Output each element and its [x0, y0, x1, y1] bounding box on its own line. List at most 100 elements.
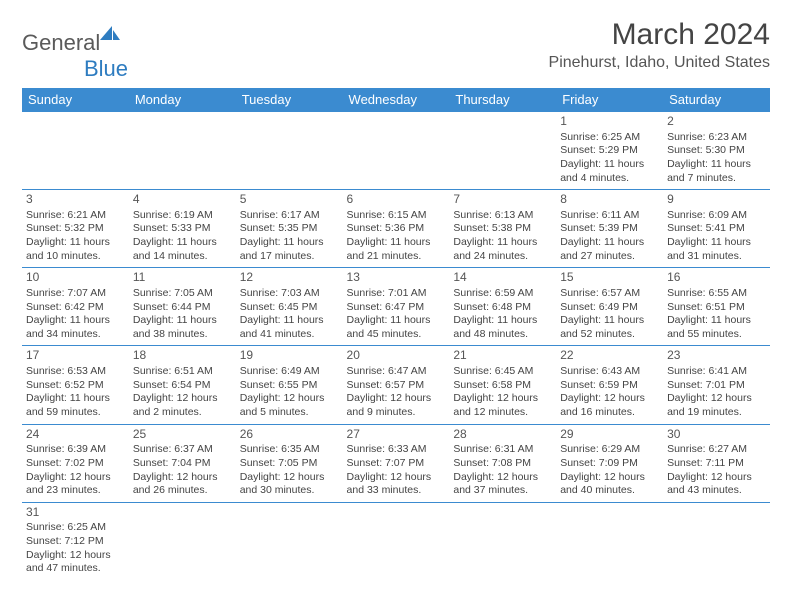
sunrise-text: Sunrise: 7:03 AM: [240, 287, 339, 301]
sunset-text: Sunset: 5:36 PM: [347, 222, 446, 236]
daylight-text: Daylight: 12 hours: [240, 392, 339, 406]
sunset-text: Sunset: 5:39 PM: [560, 222, 659, 236]
day-number: 9: [667, 192, 766, 208]
daylight-text: Daylight: 11 hours: [347, 314, 446, 328]
day-number: 20: [347, 348, 446, 364]
sunset-text: Sunset: 7:04 PM: [133, 457, 232, 471]
calendar-day: 31Sunrise: 6:25 AMSunset: 7:12 PMDayligh…: [22, 502, 129, 580]
sunrise-text: Sunrise: 6:57 AM: [560, 287, 659, 301]
daylight-text: and 37 minutes.: [453, 484, 552, 498]
sunset-text: Sunset: 5:35 PM: [240, 222, 339, 236]
sunrise-text: Sunrise: 6:15 AM: [347, 209, 446, 223]
sunrise-text: Sunrise: 6:27 AM: [667, 443, 766, 457]
day-number: 1: [560, 114, 659, 130]
calendar-empty: [449, 112, 556, 190]
calendar-day: 6Sunrise: 6:15 AMSunset: 5:36 PMDaylight…: [343, 190, 450, 268]
daylight-text: and 30 minutes.: [240, 484, 339, 498]
calendar-day: 26Sunrise: 6:35 AMSunset: 7:05 PMDayligh…: [236, 424, 343, 502]
sunset-text: Sunset: 7:12 PM: [26, 535, 125, 549]
daylight-text: and 14 minutes.: [133, 250, 232, 264]
daylight-text: Daylight: 11 hours: [133, 314, 232, 328]
day-number: 11: [133, 270, 232, 286]
daylight-text: and 16 minutes.: [560, 406, 659, 420]
sunset-text: Sunset: 6:57 PM: [347, 379, 446, 393]
day-number: 6: [347, 192, 446, 208]
calendar-day: 3Sunrise: 6:21 AMSunset: 5:32 PMDaylight…: [22, 190, 129, 268]
day-number: 24: [26, 427, 125, 443]
daylight-text: Daylight: 11 hours: [667, 236, 766, 250]
sunset-text: Sunset: 6:51 PM: [667, 301, 766, 315]
daylight-text: and 40 minutes.: [560, 484, 659, 498]
daylight-text: Daylight: 11 hours: [453, 314, 552, 328]
sunset-text: Sunset: 5:29 PM: [560, 144, 659, 158]
day-number: 29: [560, 427, 659, 443]
daylight-text: Daylight: 11 hours: [240, 236, 339, 250]
day-number: 15: [560, 270, 659, 286]
sunrise-text: Sunrise: 7:07 AM: [26, 287, 125, 301]
daylight-text: and 52 minutes.: [560, 328, 659, 342]
daylight-text: and 21 minutes.: [347, 250, 446, 264]
calendar-day: 30Sunrise: 6:27 AMSunset: 7:11 PMDayligh…: [663, 424, 770, 502]
sunset-text: Sunset: 5:32 PM: [26, 222, 125, 236]
sunset-text: Sunset: 5:33 PM: [133, 222, 232, 236]
calendar-day: 12Sunrise: 7:03 AMSunset: 6:45 PMDayligh…: [236, 268, 343, 346]
daylight-text: and 43 minutes.: [667, 484, 766, 498]
sunrise-text: Sunrise: 6:39 AM: [26, 443, 125, 457]
day-number: 7: [453, 192, 552, 208]
daylight-text: Daylight: 11 hours: [560, 236, 659, 250]
calendar-day: 22Sunrise: 6:43 AMSunset: 6:59 PMDayligh…: [556, 346, 663, 424]
sunrise-text: Sunrise: 6:29 AM: [560, 443, 659, 457]
sunset-text: Sunset: 6:42 PM: [26, 301, 125, 315]
sunset-text: Sunset: 5:30 PM: [667, 144, 766, 158]
weekday-header: Thursday: [449, 88, 556, 112]
daylight-text: Daylight: 12 hours: [133, 392, 232, 406]
logo-text: GeneralBlue: [22, 24, 128, 82]
calendar-day: 8Sunrise: 6:11 AMSunset: 5:39 PMDaylight…: [556, 190, 663, 268]
sunset-text: Sunset: 5:38 PM: [453, 222, 552, 236]
sunrise-text: Sunrise: 6:55 AM: [667, 287, 766, 301]
daylight-text: Daylight: 11 hours: [26, 314, 125, 328]
day-number: 5: [240, 192, 339, 208]
logo-general: General: [22, 30, 100, 55]
calendar-empty: [556, 502, 663, 580]
sunrise-text: Sunrise: 6:17 AM: [240, 209, 339, 223]
sunrise-text: Sunrise: 6:49 AM: [240, 365, 339, 379]
daylight-text: Daylight: 11 hours: [347, 236, 446, 250]
calendar-empty: [236, 502, 343, 580]
calendar-week: 3Sunrise: 6:21 AMSunset: 5:32 PMDaylight…: [22, 190, 770, 268]
weekday-header: Tuesday: [236, 88, 343, 112]
day-number: 4: [133, 192, 232, 208]
calendar-day: 27Sunrise: 6:33 AMSunset: 7:07 PMDayligh…: [343, 424, 450, 502]
sunrise-text: Sunrise: 6:23 AM: [667, 131, 766, 145]
day-number: 2: [667, 114, 766, 130]
calendar-day: 23Sunrise: 6:41 AMSunset: 7:01 PMDayligh…: [663, 346, 770, 424]
daylight-text: Daylight: 12 hours: [26, 471, 125, 485]
sunset-text: Sunset: 7:08 PM: [453, 457, 552, 471]
sunset-text: Sunset: 7:02 PM: [26, 457, 125, 471]
sunrise-text: Sunrise: 6:43 AM: [560, 365, 659, 379]
calendar-day: 17Sunrise: 6:53 AMSunset: 6:52 PMDayligh…: [22, 346, 129, 424]
calendar-empty: [236, 112, 343, 190]
daylight-text: and 4 minutes.: [560, 172, 659, 186]
daylight-text: and 9 minutes.: [347, 406, 446, 420]
calendar-day: 1Sunrise: 6:25 AMSunset: 5:29 PMDaylight…: [556, 112, 663, 190]
daylight-text: and 45 minutes.: [347, 328, 446, 342]
day-number: 27: [347, 427, 446, 443]
calendar-body: 1Sunrise: 6:25 AMSunset: 5:29 PM Daylight…: [22, 112, 770, 580]
calendar-day: 14Sunrise: 6:59 AMSunset: 6:48 PMDayligh…: [449, 268, 556, 346]
calendar-day: 18Sunrise: 6:51 AMSunset: 6:54 PMDayligh…: [129, 346, 236, 424]
daylight-text: Daylight: 12 hours: [26, 549, 125, 563]
day-number: 17: [26, 348, 125, 364]
daylight-text: and 5 minutes.: [240, 406, 339, 420]
daylight-text: and 47 minutes.: [26, 562, 125, 576]
sunset-text: Sunset: 7:09 PM: [560, 457, 659, 471]
calendar-week: 17Sunrise: 6:53 AMSunset: 6:52 PMDayligh…: [22, 346, 770, 424]
calendar-week: 24Sunrise: 6:39 AMSunset: 7:02 PMDayligh…: [22, 424, 770, 502]
daylight-text: and 23 minutes.: [26, 484, 125, 498]
sunrise-text: Sunrise: 6:13 AM: [453, 209, 552, 223]
sunrise-text: Sunrise: 6:25 AM: [560, 131, 659, 145]
daylight-text: Daylight: 12 hours: [347, 392, 446, 406]
calendar-empty: [129, 112, 236, 190]
day-number: 18: [133, 348, 232, 364]
sunrise-text: Sunrise: 6:35 AM: [240, 443, 339, 457]
